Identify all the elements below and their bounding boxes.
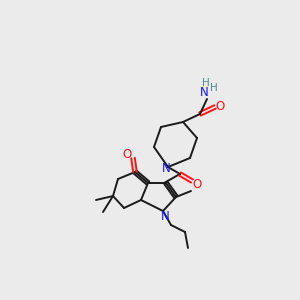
Text: H: H [202, 78, 210, 88]
Text: N: N [200, 85, 208, 98]
Text: O: O [192, 178, 202, 190]
Text: O: O [122, 148, 132, 160]
Text: N: N [160, 209, 169, 223]
Text: H: H [210, 83, 218, 93]
Text: O: O [215, 100, 225, 112]
Text: N: N [162, 163, 170, 176]
